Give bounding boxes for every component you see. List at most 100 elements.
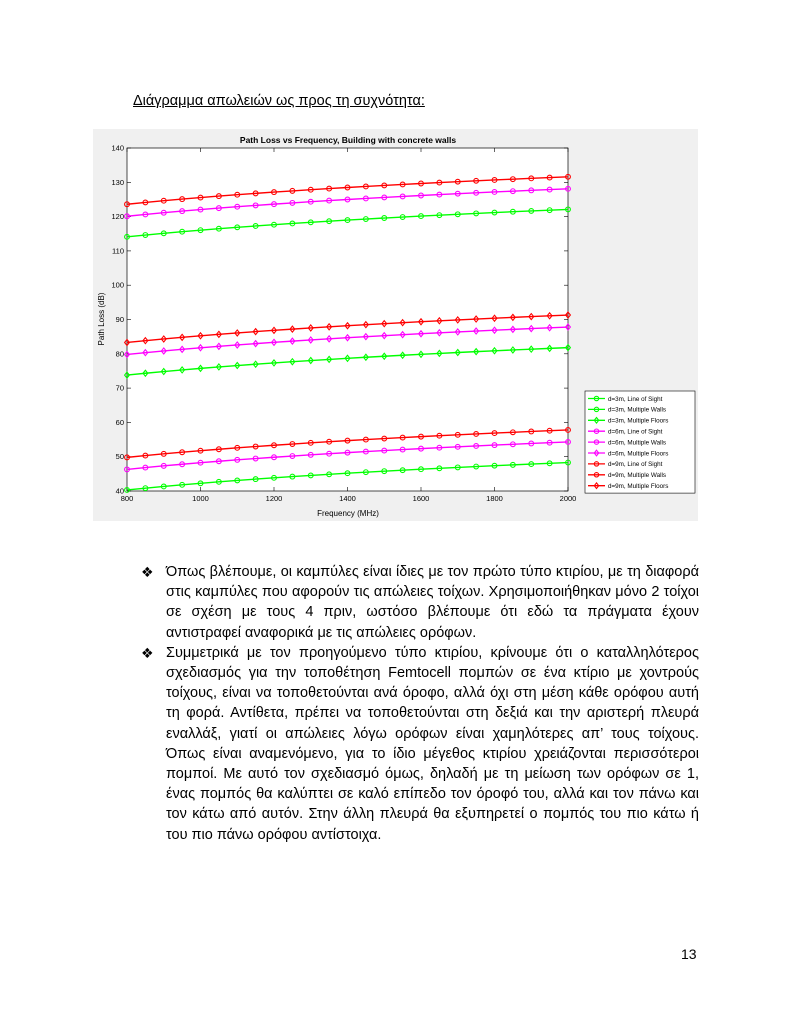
data-point <box>179 345 186 354</box>
data-point <box>546 207 553 214</box>
data-point <box>491 209 498 216</box>
x-tick-label: 800 <box>121 494 134 503</box>
data-point <box>252 190 259 197</box>
data-point <box>418 213 424 220</box>
y-tick-label: 70 <box>116 384 124 393</box>
data-point <box>418 445 424 452</box>
data-point <box>160 462 167 469</box>
data-point <box>160 483 167 490</box>
data-point <box>528 440 535 447</box>
data-point <box>491 430 498 437</box>
data-point <box>593 428 600 434</box>
data-point <box>436 465 443 472</box>
data-point <box>326 197 333 204</box>
data-point <box>179 449 186 456</box>
data-point <box>454 328 461 336</box>
data-point <box>528 187 535 194</box>
diamond-ornament-icon: ❖ <box>141 564 154 580</box>
legend-label: d=9m, Multiple Walls <box>608 472 666 479</box>
data-point <box>362 448 369 455</box>
data-point <box>124 487 130 493</box>
data-point <box>197 227 204 234</box>
data-point <box>307 336 314 344</box>
data-point <box>454 178 461 185</box>
data-point <box>326 334 333 343</box>
data-point <box>473 327 480 335</box>
data-point <box>307 451 314 458</box>
data-point <box>289 337 296 346</box>
data-point <box>271 454 277 461</box>
data-point <box>215 458 222 465</box>
legend-label: d=9m, Multiple Floors <box>608 483 668 490</box>
legend-label: d=3m, Multiple Floors <box>608 418 668 425</box>
x-tick-label: 2000 <box>560 494 577 503</box>
y-tick-label: 120 <box>111 212 124 221</box>
data-point <box>381 435 388 442</box>
data-point <box>593 461 600 467</box>
section-heading: Διάγραμμα απωλειών ως προς τη συχνότητα: <box>133 93 425 109</box>
data-point <box>307 324 314 332</box>
data-point <box>271 474 277 481</box>
x-tick-label: 1800 <box>486 494 503 503</box>
data-point <box>564 343 572 352</box>
data-point <box>142 464 149 471</box>
page-number: 13 <box>681 946 697 962</box>
data-point <box>454 316 461 324</box>
data-point <box>473 210 480 217</box>
series-line <box>126 326 569 356</box>
x-tick-label: 1000 <box>192 494 209 503</box>
data-point <box>381 447 388 454</box>
data-point <box>381 215 388 221</box>
data-point <box>179 228 186 235</box>
data-point <box>234 203 241 210</box>
data-point <box>473 463 480 470</box>
data-point <box>252 339 259 348</box>
data-point <box>399 330 406 339</box>
data-point <box>142 348 149 357</box>
y-tick-label: 140 <box>111 144 124 153</box>
data-point <box>418 192 424 199</box>
data-point <box>436 349 443 358</box>
data-point <box>454 211 461 218</box>
data-point <box>436 444 443 451</box>
data-point <box>546 174 553 181</box>
data-point <box>399 467 406 474</box>
series-d-6m-multiple-floors <box>123 323 572 359</box>
data-point <box>436 328 443 337</box>
data-point <box>509 441 516 448</box>
data-point <box>197 364 204 373</box>
data-point <box>565 206 571 213</box>
data-point <box>289 187 296 194</box>
data-point <box>326 355 333 364</box>
data-point <box>593 439 600 445</box>
data-point <box>289 199 296 206</box>
series-d-3m-line-of-sight <box>124 459 571 493</box>
data-point <box>344 449 351 456</box>
data-point <box>564 323 572 331</box>
data-point <box>362 469 369 476</box>
legend-label: d=6m, Multiple Floors <box>608 450 668 457</box>
series-d-9m-line-of-sight <box>124 426 571 461</box>
data-point <box>271 201 277 208</box>
data-point <box>307 219 314 226</box>
data-point <box>593 406 600 413</box>
legend-entry: d=3m, Multiple Floors <box>588 416 668 425</box>
data-point <box>270 359 278 367</box>
data-point <box>215 193 222 200</box>
data-point <box>454 190 461 197</box>
data-point <box>197 194 204 201</box>
y-axis-label: Path Loss (dB) <box>97 292 106 345</box>
data-point <box>289 441 296 447</box>
data-point <box>215 225 222 232</box>
data-point <box>197 331 204 340</box>
data-point <box>417 329 425 338</box>
legend-entry: d=6m, Line of Sight <box>588 428 663 436</box>
data-point <box>252 202 259 209</box>
legend-entry: d=3m, Line of Sight <box>588 395 663 403</box>
data-point <box>344 470 351 477</box>
data-point <box>546 344 553 353</box>
series-d-9m-multiple-walls <box>124 173 571 208</box>
data-point <box>593 449 600 457</box>
data-point <box>417 350 425 359</box>
series-d-6m-line-of-sight <box>124 439 571 473</box>
